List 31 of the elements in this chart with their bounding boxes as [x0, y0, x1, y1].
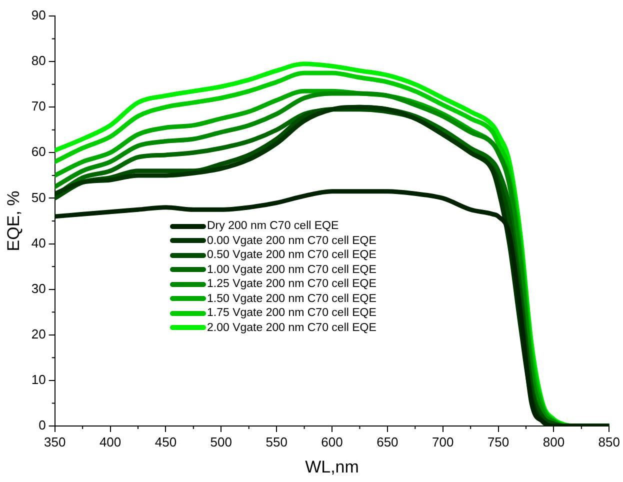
- x-tick-label: 450: [154, 434, 177, 450]
- y-tick-label: 10: [31, 372, 46, 388]
- y-tick-label: 0: [38, 418, 46, 433]
- x-tick-label: 350: [44, 434, 66, 450]
- y-tick-label: 70: [31, 98, 46, 114]
- x-tick-label: 850: [598, 434, 620, 450]
- y-tick-label: 60: [31, 144, 46, 160]
- x-tick-label: 550: [266, 434, 288, 450]
- legend-label: 1.75 Vgate 200 nm C70 cell EQE: [207, 307, 376, 320]
- x-tick-label: 650: [376, 434, 398, 450]
- x-tick-label: 700: [432, 434, 454, 450]
- x-tick-label: 750: [487, 434, 510, 450]
- legend-label: 1.25 Vgate 200 nm C70 cell EQE: [207, 278, 376, 290]
- y-tick-label: 40: [31, 235, 46, 250]
- y-tick-label: 20: [31, 326, 46, 342]
- x-tick-label: 400: [99, 434, 122, 450]
- legend-label: 1.00 Vgate 200 nm C70 cell EQE: [207, 264, 376, 276]
- x-axis-title: WL,nm: [305, 457, 359, 476]
- y-tick-label: 30: [31, 280, 46, 296]
- legend-label: 2.00 Vgate 200 nm C70 cell EQE: [207, 322, 376, 334]
- y-tick-label: 80: [31, 53, 46, 68]
- y-tick-label: 50: [31, 190, 46, 205]
- x-tick-label: 800: [542, 434, 565, 450]
- y-tick-label: 90: [31, 8, 46, 23]
- y-axis-title: EQE, %: [4, 190, 23, 252]
- legend-label: Dry 200 nm C70 cell EQE: [207, 220, 339, 232]
- x-tick-label: 500: [210, 434, 232, 450]
- x-tick-label: 600: [321, 434, 343, 450]
- legend-label: 0.50 Vgate 200 nm C70 cell EQE: [207, 249, 376, 262]
- legend-label: 1.50 Vgate 200 nm C70 cell EQE: [207, 292, 376, 305]
- legend-label: 0.00 Vgate 200 nm C70 cell EQE: [207, 234, 376, 247]
